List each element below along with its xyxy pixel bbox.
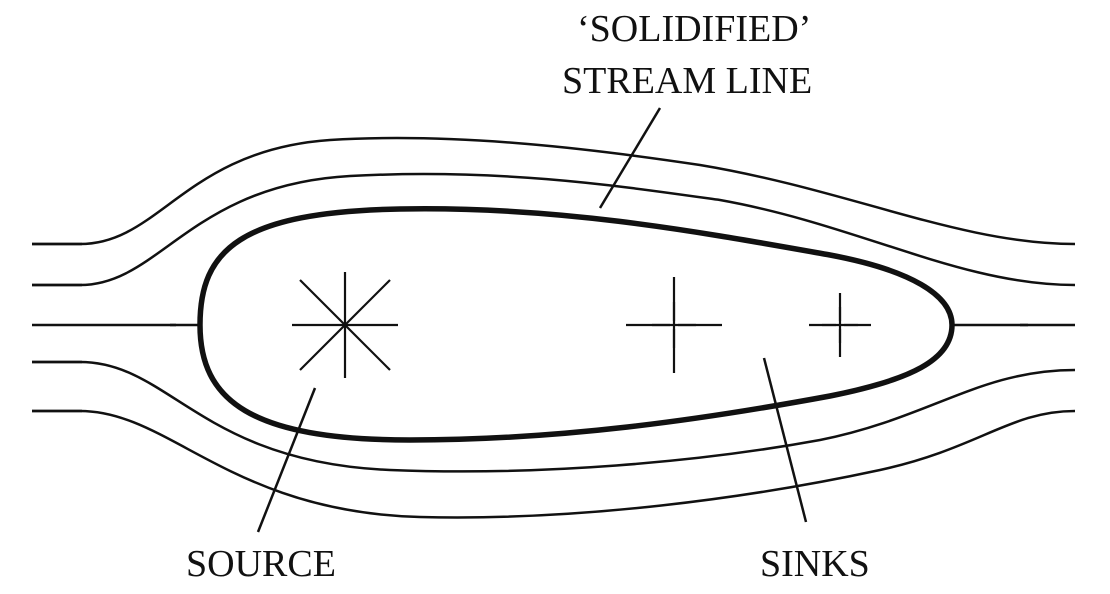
source-label: SOURCE <box>186 543 336 585</box>
sink-symbol-2 <box>809 293 871 357</box>
streamline-top-inner <box>32 172 1076 287</box>
streamline-bottom-outer <box>32 409 1076 519</box>
sink-symbol-1 <box>626 277 722 373</box>
source-arrow-sw <box>299 324 346 371</box>
solidified-label-line1: ‘SOLIDIFIED’ <box>577 8 812 50</box>
solidified-label-pointer <box>598 107 662 209</box>
source-arrow-nw <box>299 279 346 326</box>
sinks-label-pointer <box>762 357 808 523</box>
source-symbol <box>292 272 398 378</box>
streamline-bottom-inner <box>32 360 1076 473</box>
source-label-pointer <box>256 387 317 533</box>
streamline-top-outer <box>32 136 1076 246</box>
solidified-label-line2: STREAM LINE <box>562 60 813 102</box>
source-arrow-ne <box>344 279 391 326</box>
source-arrow-se <box>344 324 391 371</box>
solidified-streamline-body <box>197 206 955 443</box>
sinks-label: SINKS <box>760 543 870 585</box>
